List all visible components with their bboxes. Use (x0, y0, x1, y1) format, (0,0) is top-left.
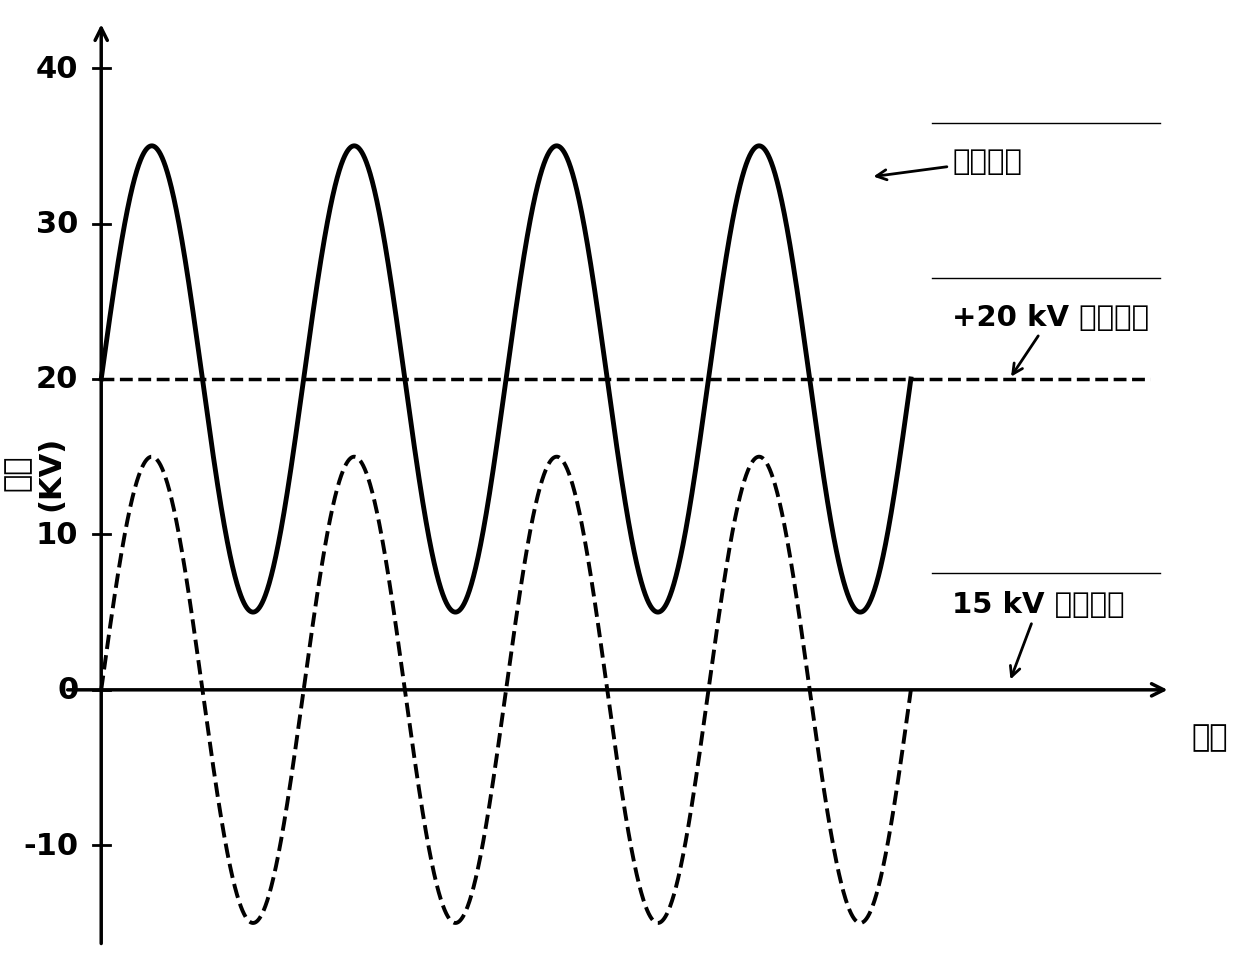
Text: 10: 10 (36, 520, 78, 550)
Text: -10: -10 (24, 831, 78, 860)
Text: +20 kV 直流电压: +20 kV 直流电压 (952, 304, 1149, 375)
Text: 15 kV 谐波电压: 15 kV 谐波电压 (952, 591, 1125, 677)
Text: 耦合电压: 耦合电压 (877, 148, 1023, 181)
Text: 时间: 时间 (1192, 723, 1228, 752)
Text: 20: 20 (36, 365, 78, 394)
Text: 30: 30 (36, 209, 78, 238)
Text: 40: 40 (36, 55, 78, 84)
Text: 0: 0 (57, 676, 78, 704)
Text: 电压
(KV): 电压 (KV) (2, 435, 64, 510)
